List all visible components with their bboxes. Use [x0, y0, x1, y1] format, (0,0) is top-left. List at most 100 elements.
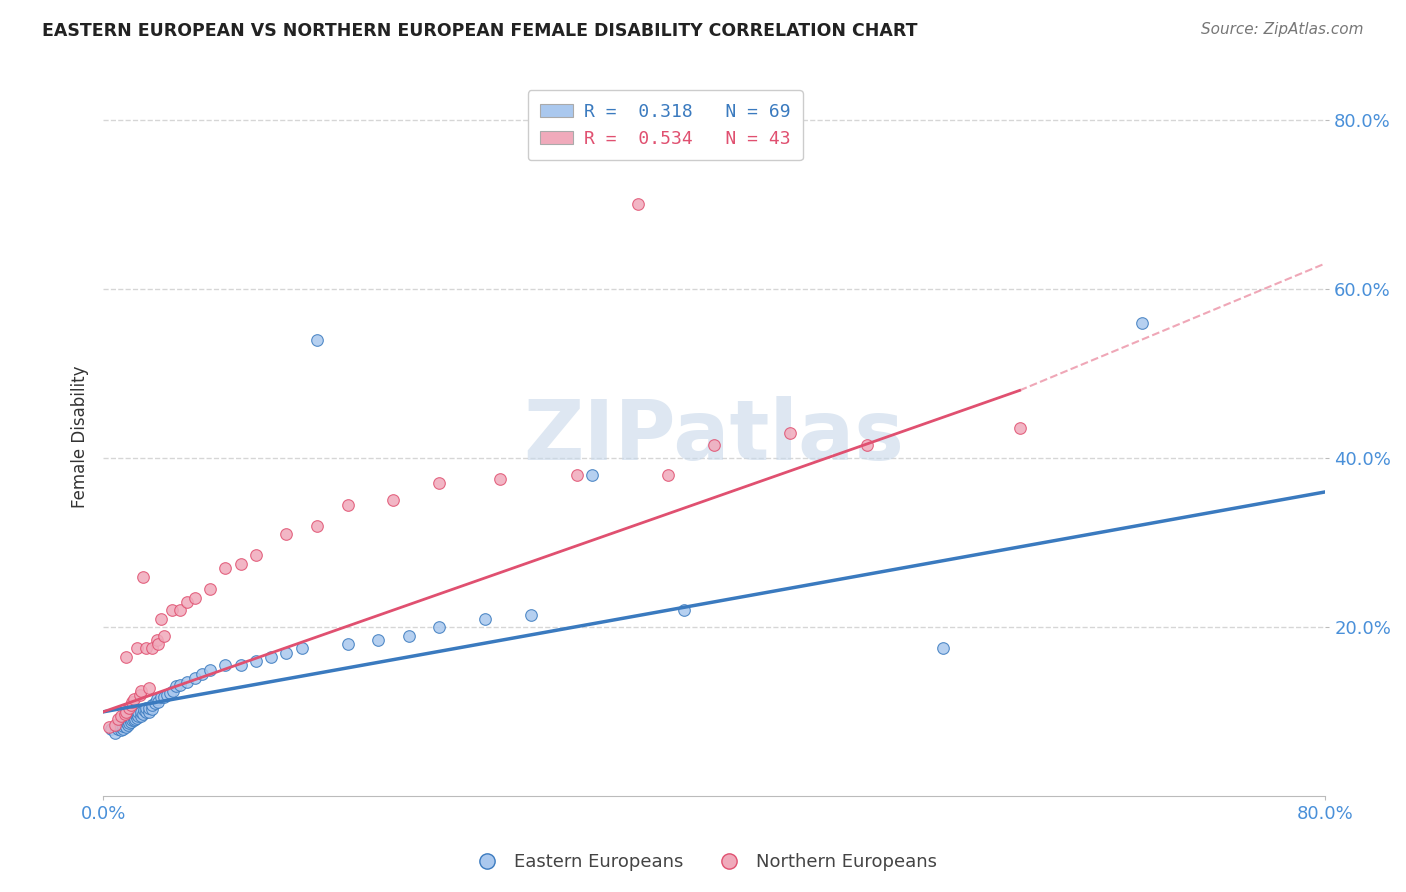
Point	[135, 705, 157, 719]
Point	[191, 666, 214, 681]
Point	[156, 688, 179, 702]
Point	[110, 723, 132, 738]
Point	[145, 632, 167, 647]
Point	[565, 468, 588, 483]
Point	[260, 649, 283, 664]
Point	[120, 698, 142, 712]
Point	[856, 438, 879, 452]
Point	[165, 680, 187, 694]
Point	[128, 688, 150, 702]
Point	[305, 333, 328, 347]
Point	[367, 632, 389, 647]
Point	[145, 692, 167, 706]
Point	[141, 698, 163, 712]
Point	[107, 717, 129, 731]
Point	[117, 717, 139, 731]
Point	[125, 706, 148, 721]
Point	[150, 612, 173, 626]
Point	[124, 712, 146, 726]
Point	[427, 620, 450, 634]
Point	[121, 695, 143, 709]
Point	[118, 715, 141, 730]
Point	[657, 468, 679, 483]
Point	[104, 726, 127, 740]
Y-axis label: Female Disability: Female Disability	[72, 366, 89, 508]
Point	[127, 705, 149, 719]
Point	[150, 690, 173, 704]
Point	[581, 468, 603, 483]
Point	[398, 629, 420, 643]
Point	[141, 641, 163, 656]
Point	[336, 637, 359, 651]
Point	[176, 595, 198, 609]
Point	[118, 700, 141, 714]
Point	[111, 719, 134, 733]
Point	[114, 717, 136, 731]
Point	[131, 709, 153, 723]
Point	[118, 711, 141, 725]
Point	[98, 720, 121, 734]
Point	[115, 720, 138, 734]
Point	[100, 722, 122, 736]
Point	[382, 493, 405, 508]
Point	[122, 692, 145, 706]
Point	[127, 709, 149, 723]
Point	[184, 591, 207, 605]
Point	[153, 690, 176, 704]
Point	[110, 709, 132, 723]
Point	[122, 714, 145, 728]
Point	[138, 700, 160, 714]
Point	[489, 472, 512, 486]
Point	[131, 705, 153, 719]
Point	[111, 722, 134, 736]
Point	[162, 683, 184, 698]
Point	[138, 705, 160, 719]
Point	[132, 569, 155, 583]
Legend: Eastern Europeans, Northern Europeans: Eastern Europeans, Northern Europeans	[463, 847, 943, 879]
Point	[107, 712, 129, 726]
Point	[336, 498, 359, 512]
Text: EASTERN EUROPEAN VS NORTHERN EUROPEAN FEMALE DISABILITY CORRELATION CHART: EASTERN EUROPEAN VS NORTHERN EUROPEAN FE…	[42, 22, 918, 40]
Point	[125, 641, 148, 656]
Point	[276, 527, 298, 541]
Point	[124, 707, 146, 722]
Point	[146, 637, 169, 651]
Point	[141, 702, 163, 716]
Point	[520, 607, 543, 622]
Point	[169, 603, 191, 617]
Point	[169, 678, 191, 692]
Point	[121, 714, 143, 728]
Point	[120, 710, 142, 724]
Point	[120, 714, 142, 729]
Point	[703, 438, 725, 452]
Point	[115, 712, 138, 726]
Point	[176, 675, 198, 690]
Point	[104, 717, 127, 731]
Point	[115, 705, 138, 719]
Point	[198, 582, 221, 597]
Point	[121, 708, 143, 723]
Point	[672, 603, 695, 617]
Point	[115, 649, 138, 664]
Point	[1130, 316, 1153, 330]
Point	[138, 681, 160, 695]
Point	[214, 561, 236, 575]
Point	[229, 557, 252, 571]
Point	[779, 425, 801, 440]
Point	[276, 646, 298, 660]
Point	[135, 641, 157, 656]
Point	[245, 654, 267, 668]
Point	[153, 629, 176, 643]
Point	[305, 518, 328, 533]
Point	[291, 641, 314, 656]
Point	[160, 603, 183, 617]
Point	[159, 686, 181, 700]
Point	[114, 706, 136, 721]
Point	[125, 711, 148, 725]
Point	[627, 197, 650, 211]
Point	[427, 476, 450, 491]
Legend: R =  0.318   N = 69, R =  0.534   N = 43: R = 0.318 N = 69, R = 0.534 N = 43	[527, 90, 803, 161]
Point	[1008, 421, 1031, 435]
Point	[107, 722, 129, 736]
Point	[115, 714, 138, 729]
